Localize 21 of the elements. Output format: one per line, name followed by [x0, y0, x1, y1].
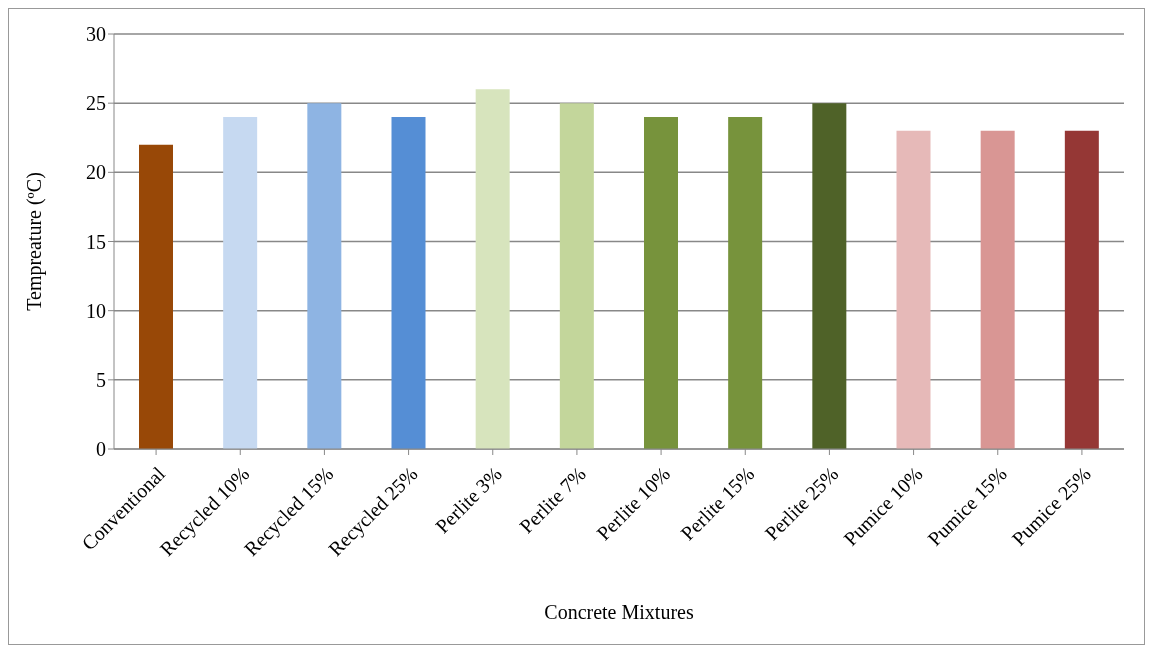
bar: [896, 130, 931, 449]
y-tick-label: 15: [86, 230, 106, 253]
bar: [812, 103, 847, 449]
y-tick-label: 30: [86, 23, 106, 46]
bar: [223, 117, 258, 449]
bar: [139, 144, 173, 449]
y-tick-label: 5: [96, 368, 106, 391]
bar: [728, 117, 763, 449]
y-tick-label: 10: [86, 299, 106, 322]
bar: [307, 103, 342, 449]
bar: [475, 89, 510, 449]
bar: [980, 130, 1015, 449]
bar: [391, 117, 426, 449]
bar: [1064, 130, 1099, 449]
x-axis-title: Concrete Mixtures: [544, 601, 694, 623]
bar: [644, 117, 678, 449]
y-tick-label: 20: [86, 161, 106, 184]
bar: [559, 103, 594, 449]
y-tick-label: 25: [86, 92, 106, 115]
y-tick-label: 0: [96, 438, 106, 461]
y-axis-title: Tempreature (ºC): [23, 172, 47, 311]
